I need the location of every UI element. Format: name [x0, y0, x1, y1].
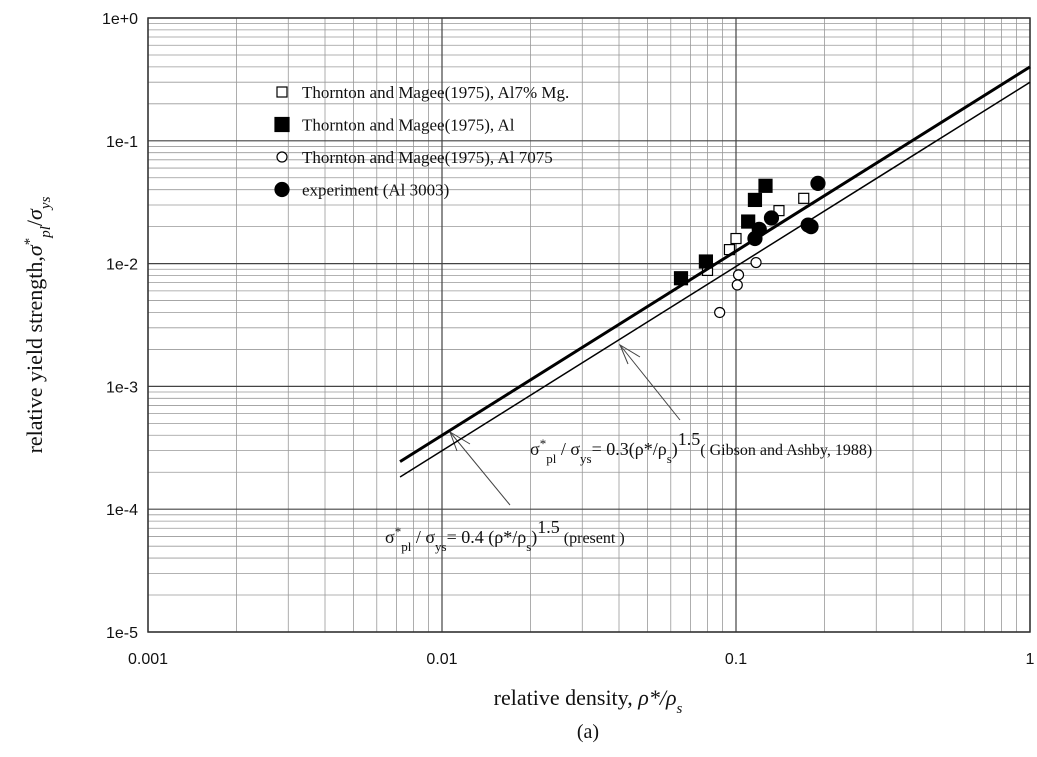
legend-label: Thornton and Magee(1975), Al 7075 — [302, 148, 553, 167]
legend-label: Thornton and Magee(1975), Al7% Mg. — [302, 83, 569, 102]
point — [698, 254, 714, 269]
arrow-head — [618, 343, 641, 365]
legend-marker — [274, 181, 290, 198]
legend-marker — [274, 116, 290, 133]
caption: (a) — [577, 721, 599, 743]
point — [773, 205, 785, 217]
x-tick-label: 1 — [1026, 651, 1035, 668]
point — [810, 175, 826, 191]
y-tick-label: 1e-3 — [106, 379, 138, 396]
fit-line — [399, 65, 1031, 463]
x-tick-label: 0.001 — [128, 651, 168, 668]
y-tick-label: 1e-5 — [106, 625, 138, 642]
point — [741, 214, 756, 229]
annotation: σ*pl / σys= 0.4 (ρ*/ρs)1.5 (present ) — [385, 517, 625, 554]
grid — [147, 17, 1031, 633]
y-tick-label: 1e+0 — [102, 11, 138, 28]
point — [750, 256, 762, 269]
legend-label: experiment (Al 3003) — [302, 181, 449, 200]
point — [747, 192, 763, 208]
legend-marker — [276, 151, 288, 163]
point — [730, 232, 742, 245]
point — [763, 210, 780, 226]
fit-line — [399, 81, 1031, 478]
arrow — [619, 344, 681, 421]
plot-frame — [147, 17, 1031, 633]
point — [732, 269, 745, 281]
point — [714, 306, 726, 319]
point — [798, 192, 810, 204]
annotation: σ*pl / σys= 0.3(ρ*/ρs)1.5( Gibson and As… — [530, 429, 872, 466]
y-axis-label: relative yield strength,σ*pl/σys — [22, 196, 54, 453]
x-axis-label: relative density, ρ*/ρs — [494, 685, 683, 717]
point — [731, 279, 743, 291]
x-tick-label: 0.01 — [426, 651, 457, 668]
y-tick-label: 1e-2 — [106, 257, 138, 274]
x-tick-label: 0.1 — [725, 651, 747, 668]
legend-label: Thornton and Magee(1975), Al — [302, 116, 515, 135]
y-tick-label: 1e-1 — [106, 134, 138, 151]
arrow — [449, 431, 511, 506]
y-tick-label: 1e-4 — [106, 502, 138, 519]
point — [758, 178, 773, 193]
legend-marker — [276, 86, 288, 98]
